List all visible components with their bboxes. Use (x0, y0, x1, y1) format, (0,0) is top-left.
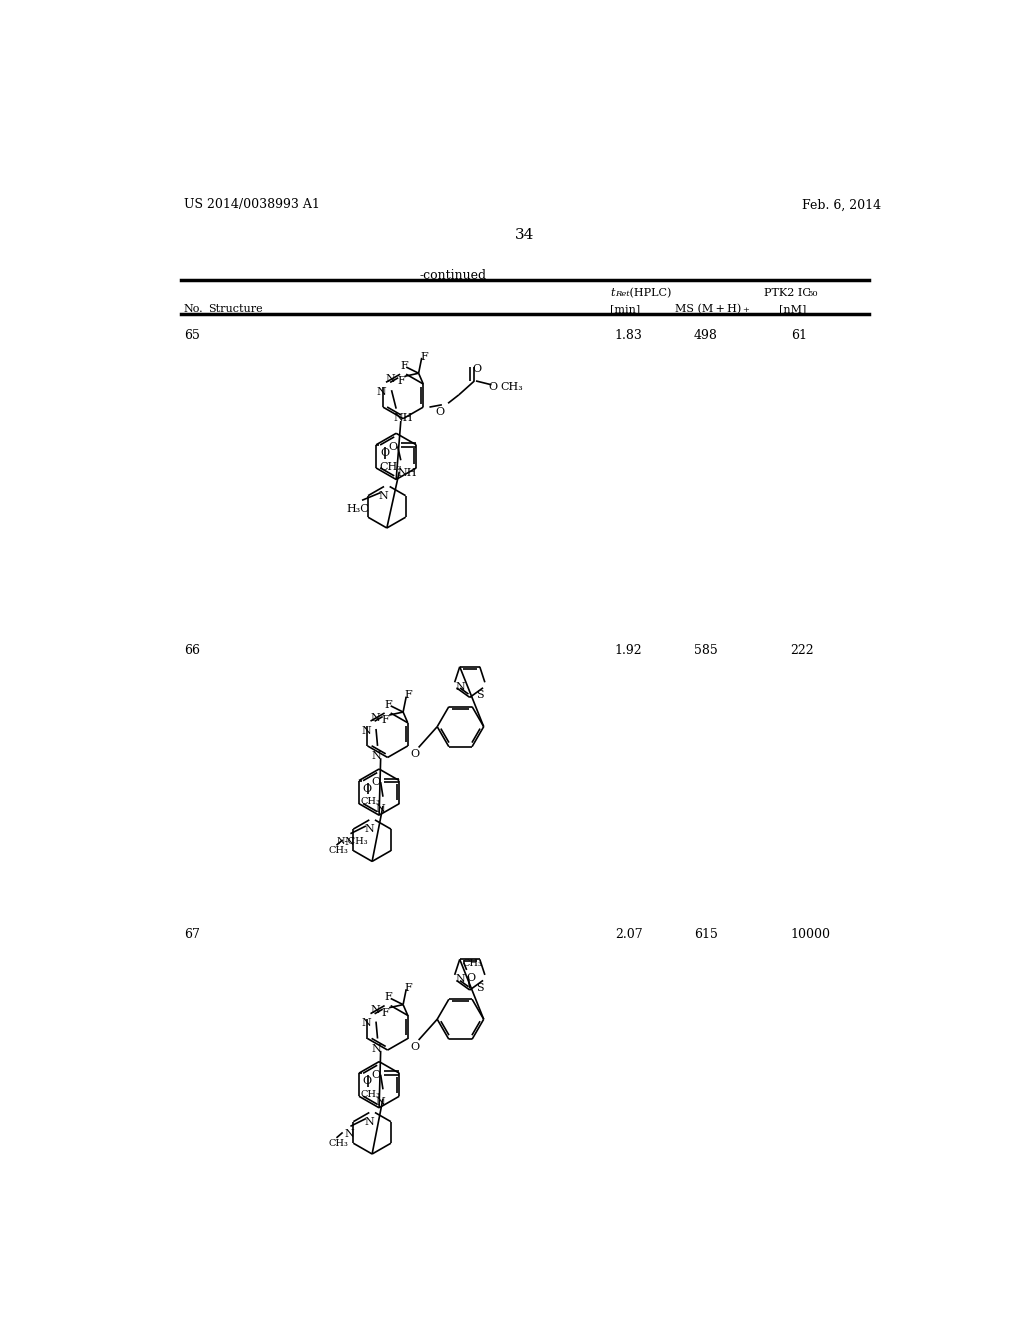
Text: CH₃: CH₃ (379, 462, 401, 471)
Text: N: N (344, 837, 354, 846)
Text: F: F (397, 376, 404, 387)
Text: O: O (467, 973, 476, 983)
Text: No.: No. (183, 304, 204, 314)
Text: 1.92: 1.92 (614, 644, 642, 656)
Text: 585: 585 (693, 644, 718, 656)
Text: CH₃: CH₃ (501, 383, 523, 392)
Text: 61: 61 (791, 330, 807, 342)
Text: NH: NH (393, 413, 413, 424)
Text: O: O (372, 1071, 381, 1080)
Text: F: F (420, 351, 428, 362)
Text: CH₃: CH₃ (329, 846, 348, 855)
Text: N: N (371, 751, 381, 762)
Text: CH₃: CH₃ (360, 797, 380, 807)
Text: N: N (455, 974, 465, 985)
Text: N: N (344, 1130, 354, 1139)
Text: N: N (370, 713, 380, 723)
Text: PTK2 IC: PTK2 IC (764, 288, 810, 298)
Text: Ret: Ret (614, 290, 630, 298)
Text: t: t (610, 288, 614, 298)
Text: S: S (476, 983, 483, 993)
Text: Structure: Structure (209, 304, 263, 314)
Text: F: F (381, 715, 389, 725)
Text: N: N (361, 1019, 371, 1028)
Text: N: N (379, 491, 389, 502)
Text: O: O (380, 447, 389, 458)
Text: N: N (361, 726, 371, 735)
Text: US 2014/0038993 A1: US 2014/0038993 A1 (183, 198, 319, 211)
Text: N: N (375, 1097, 385, 1107)
Text: O: O (388, 442, 397, 451)
Text: 50: 50 (807, 290, 817, 298)
Text: N: N (365, 825, 374, 834)
Text: 615: 615 (693, 928, 718, 941)
Text: O: O (411, 1041, 420, 1052)
Text: F: F (404, 983, 413, 993)
Text: 498: 498 (693, 330, 718, 342)
Text: H₃C: H₃C (346, 504, 370, 513)
Text: +: + (742, 306, 750, 314)
Text: 66: 66 (183, 644, 200, 656)
Text: 1.83: 1.83 (614, 330, 643, 342)
Text: O: O (488, 383, 498, 392)
Text: N: N (370, 1006, 380, 1015)
Text: (HPLC): (HPLC) (627, 288, 672, 298)
Text: F: F (381, 1007, 389, 1018)
Text: Feb. 6, 2014: Feb. 6, 2014 (802, 198, 882, 211)
Text: 222: 222 (791, 644, 814, 656)
Text: F: F (404, 690, 413, 701)
Text: O: O (411, 748, 420, 759)
Text: O: O (372, 777, 381, 788)
Text: N: N (386, 374, 395, 384)
Text: 65: 65 (183, 330, 200, 342)
Text: F: F (400, 360, 408, 371)
Text: [min]: [min] (610, 304, 640, 314)
Text: 2.07: 2.07 (614, 928, 642, 941)
Text: CH₃: CH₃ (360, 1090, 380, 1100)
Text: O: O (362, 784, 372, 793)
Text: CH₃: CH₃ (329, 1139, 348, 1147)
Text: N: N (377, 387, 386, 397)
Text: N-CH₃: N-CH₃ (337, 837, 368, 846)
Text: [nM]: [nM] (779, 304, 806, 314)
Text: 10000: 10000 (791, 928, 830, 941)
Text: 34: 34 (515, 227, 535, 242)
Text: O: O (362, 1076, 372, 1086)
Text: O: O (435, 407, 444, 417)
Text: S: S (476, 690, 483, 701)
Text: F: F (384, 993, 392, 1002)
Text: N: N (455, 682, 465, 692)
Text: N: N (375, 804, 385, 814)
Text: O: O (472, 364, 481, 374)
Text: F: F (384, 700, 392, 710)
Text: N: N (371, 1044, 381, 1053)
Text: N: N (365, 1117, 374, 1127)
Text: CH₃: CH₃ (462, 960, 482, 968)
Text: 67: 67 (183, 928, 200, 941)
Text: -continued: -continued (420, 268, 487, 281)
Text: MS (M + H): MS (M + H) (675, 304, 741, 314)
Text: NH: NH (397, 469, 417, 478)
